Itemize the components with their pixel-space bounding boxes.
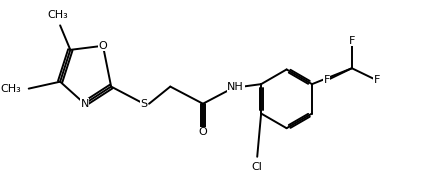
Text: F: F [323, 75, 330, 85]
Text: N: N [81, 99, 89, 109]
Text: CH₃: CH₃ [0, 84, 21, 94]
Text: S: S [140, 99, 147, 109]
Text: O: O [199, 127, 207, 137]
Text: CH₃: CH₃ [48, 10, 69, 21]
Text: F: F [348, 36, 355, 46]
Text: F: F [374, 75, 380, 85]
Text: NH: NH [227, 82, 244, 92]
Text: O: O [98, 41, 107, 51]
Text: Cl: Cl [252, 162, 263, 172]
